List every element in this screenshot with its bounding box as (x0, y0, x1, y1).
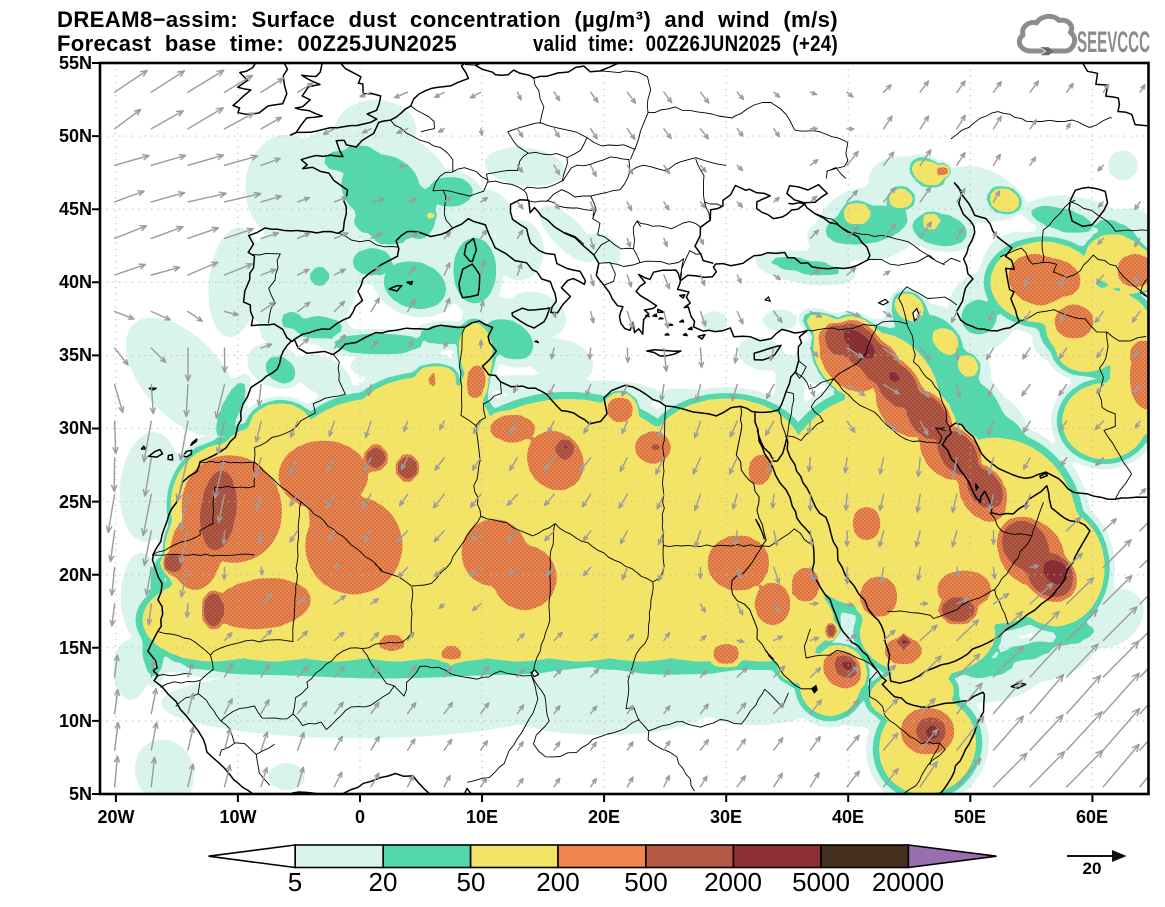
svg-text:30N: 30N (59, 418, 92, 438)
svg-text:2000: 2000 (704, 867, 762, 897)
svg-text:15N: 15N (59, 638, 92, 658)
svg-text:60E: 60E (1076, 807, 1108, 827)
svg-text:valid time: 00Z26JUN2025 (+24): valid time: 00Z26JUN2025 (+24) (533, 31, 838, 56)
svg-text:SEEVCCC: SEEVCCC (1077, 26, 1150, 59)
svg-text:35N: 35N (59, 345, 92, 365)
svg-text:30E: 30E (710, 807, 742, 827)
svg-text:20W: 20W (97, 807, 134, 827)
svg-text:40E: 40E (832, 807, 864, 827)
svg-text:10W: 10W (219, 807, 256, 827)
svg-text:20E: 20E (588, 807, 620, 827)
svg-text:45N: 45N (59, 199, 92, 219)
svg-text:20: 20 (369, 867, 398, 897)
svg-text:20N: 20N (59, 565, 92, 585)
svg-text:Forecast base time: 00Z25JUN20: Forecast base time: 00Z25JUN2025 (57, 31, 457, 56)
svg-text:5N: 5N (69, 784, 92, 804)
svg-text:5: 5 (288, 867, 302, 897)
svg-text:20: 20 (1083, 859, 1102, 878)
svg-text:500: 500 (624, 867, 667, 897)
svg-text:55N: 55N (59, 53, 92, 73)
svg-text:40N: 40N (59, 272, 92, 292)
svg-text:200: 200 (536, 867, 579, 897)
svg-text:20000: 20000 (872, 867, 944, 897)
svg-text:10N: 10N (59, 711, 92, 731)
svg-text:10E: 10E (466, 807, 498, 827)
svg-text:5000: 5000 (792, 867, 850, 897)
svg-text:25N: 25N (59, 492, 92, 512)
svg-text:50N: 50N (59, 126, 92, 146)
svg-text:DREAM8−assim: Surface dust con: DREAM8−assim: Surface dust concentration… (57, 7, 838, 32)
svg-text:50E: 50E (954, 807, 986, 827)
svg-text:50: 50 (457, 867, 486, 897)
svg-text:0: 0 (355, 807, 365, 827)
